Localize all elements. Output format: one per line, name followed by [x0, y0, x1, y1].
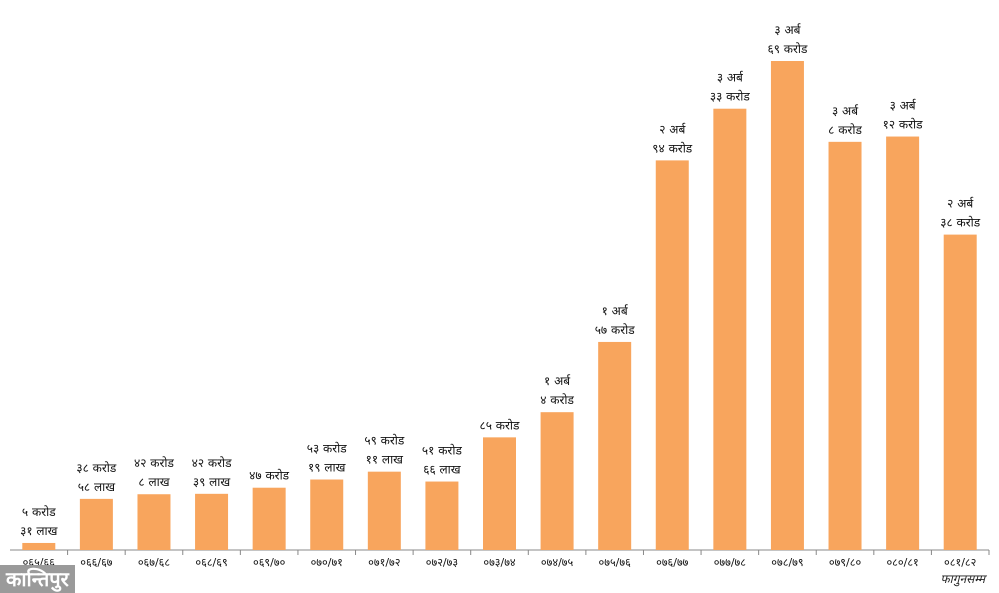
data-label: ८ लाख [138, 475, 169, 489]
data-label: ३८ करोड [76, 461, 117, 475]
bar [22, 542, 56, 550]
x-tick-label: ०७७/७८ [714, 556, 747, 569]
x-tick-label: ०६६/६७ [80, 556, 113, 569]
data-label: १ अर्ब [602, 304, 629, 318]
bar [137, 494, 171, 550]
data-label: १२ करोड [883, 118, 924, 132]
data-label: ८५ करोड [480, 418, 521, 432]
data-label: ३ अर्ब [890, 99, 917, 113]
x-tick-label: ०८१/८२ [944, 556, 976, 569]
x-tick-label: ०७३/७४ [483, 556, 516, 569]
x-tick-label: ०७८/७९ [771, 556, 803, 569]
data-label: ३ अर्ब [774, 23, 801, 37]
data-label: १ अर्ब [544, 374, 571, 388]
data-label: ५९ करोड [364, 434, 405, 448]
bar [598, 341, 632, 550]
x-tick-label: ०७२/७३ [426, 556, 458, 569]
bar [943, 234, 977, 550]
bar [540, 412, 574, 550]
bar [655, 160, 689, 550]
bar [828, 141, 862, 550]
data-label: ४२ करोड [192, 456, 233, 470]
data-label: ५७ करोड [595, 323, 636, 337]
data-label: ५१ करोड [422, 444, 463, 458]
data-label: ८ करोड [828, 123, 862, 137]
data-label: ३१ लाख [20, 524, 58, 538]
x-tick-label: ०६८/६९ [195, 556, 227, 569]
data-label: ५३ करोड [307, 442, 348, 456]
x-tick-label: ०७४/७५ [541, 556, 574, 569]
data-label: १९ लाख [308, 461, 346, 475]
data-label: ३ अर्ब [717, 71, 744, 85]
x-tick-label: ०७६/७७ [656, 556, 689, 569]
bar [195, 493, 229, 550]
period-note: फागुनसम्म [940, 572, 985, 586]
data-label: ४ करोड [540, 393, 574, 407]
bar [425, 481, 459, 550]
x-tick-label: ०७०/७१ [311, 556, 343, 569]
data-label: २ अर्ब [947, 197, 974, 211]
bar [367, 471, 401, 550]
data-label: ९४ करोड [652, 141, 693, 155]
bar [483, 437, 516, 550]
data-label: ४२ करोड [134, 456, 175, 470]
bar [713, 108, 747, 551]
data-label: २ अर्ब [659, 122, 686, 136]
data-label: ६६ लाख [423, 463, 461, 477]
bar [770, 61, 804, 550]
bar [886, 136, 920, 550]
x-tick-label: ०८०/८१ [886, 556, 918, 569]
data-label: ४७ करोड [249, 469, 290, 483]
bar [252, 487, 286, 550]
data-label: ३ अर्ब [832, 104, 859, 118]
kantipur-logo: कान्तिपुर [0, 565, 75, 593]
bar [310, 479, 344, 550]
data-label: ३९ लाख [193, 475, 231, 489]
data-label: ५८ लाख [78, 480, 116, 494]
x-tick-label: ०६७/६८ [138, 556, 171, 569]
data-label: ११ लाख [366, 453, 404, 467]
x-tick-label: ०७५/७६ [599, 556, 632, 569]
x-tick-label: ०७१/७२ [368, 556, 400, 569]
data-label: ३८ करोड [940, 216, 981, 230]
bar [79, 498, 113, 550]
x-tick-label: ०६९/७० [253, 556, 286, 569]
x-tick-label: ०७९/८० [829, 556, 862, 569]
data-label: ५ करोड [22, 505, 56, 519]
data-label: ६९ करोड [767, 42, 808, 56]
data-label: ३३ करोड [710, 90, 751, 104]
